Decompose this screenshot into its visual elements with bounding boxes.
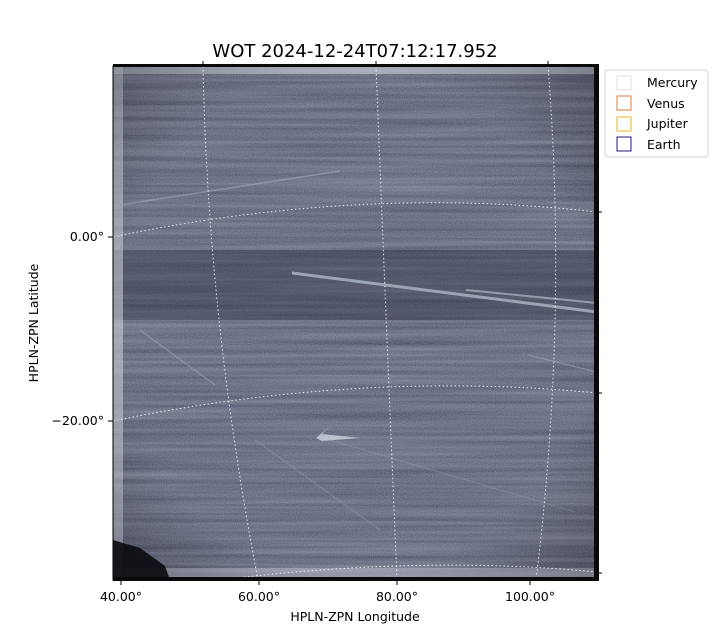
x-tick-label: 100.00° [505,589,555,604]
bottom-border [113,577,599,581]
image-vignette [113,66,597,580]
y-axis-label: HPLN-ZPN Latitude [26,263,41,382]
legend: Mercury Venus Jupiter Earth [604,69,709,158]
x-tick-label: 80.00° [376,589,418,604]
right-border [594,66,599,580]
x-tick-label: 40.00° [100,589,142,604]
legend-swatch-earth [616,136,632,152]
top-border [113,64,599,67]
legend-label-venus: Venus [647,96,685,111]
x-axis-label: HPLN-ZPN Longitude [290,609,420,624]
coordinate-grid [113,66,597,580]
grid-lat-1 [113,202,597,238]
legend-swatch-mercury [616,75,632,91]
y-tick-label: −20.00° [51,413,104,428]
x-tick-label: 60.00° [238,589,280,604]
grid-lat-3 [219,564,597,580]
grid-lon-1 [202,66,259,580]
y-tick-label: 0.00° [70,229,104,244]
grid-lat-2 [113,385,597,422]
legend-box [604,69,709,158]
legend-swatch-jupiter [616,116,632,132]
legend-label-mercury: Mercury [647,75,698,90]
chart-title: WOT 2024-12-24T07:12:17.952 [212,41,497,62]
legend-label-jupiter: Jupiter [646,116,689,131]
plot-area [113,66,597,580]
tick-marks [108,61,602,585]
legend-label-earth: Earth [647,137,681,152]
legend-swatch-venus [616,95,632,111]
